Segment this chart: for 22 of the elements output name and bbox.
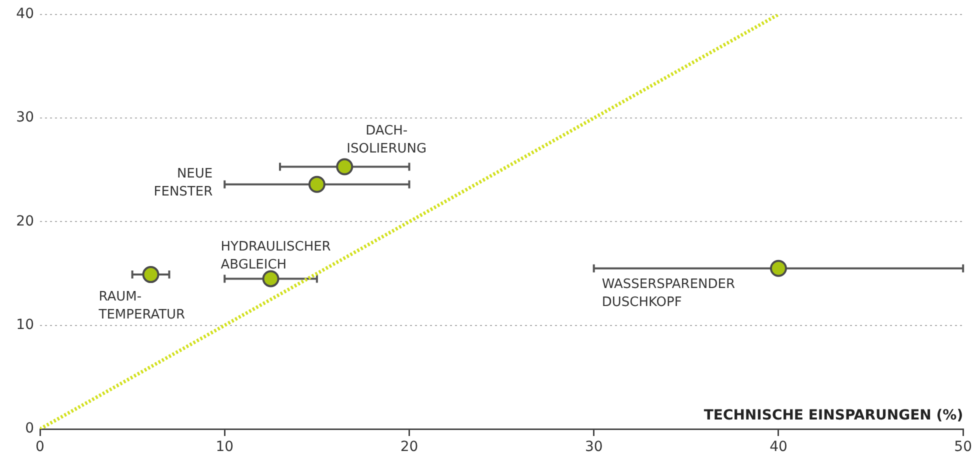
x-tick-label: 10 <box>216 439 234 456</box>
y-tick-label: 40 <box>16 6 34 22</box>
x-tick-label: 30 <box>584 439 603 456</box>
y-tick-label: 10 <box>16 316 34 333</box>
point <box>770 260 787 277</box>
annotation: DACH- ISOLIERUNG <box>346 124 427 157</box>
y-tick-label: 30 <box>16 110 34 126</box>
y-tick-label: 20 <box>16 213 34 230</box>
y-tick-label: 0 <box>25 420 34 437</box>
x-tick-label: 50 <box>954 439 972 456</box>
annotation: NEUE FENSTER <box>154 166 213 200</box>
annotation: HYDRAULISCHER ABGLEICH <box>220 240 331 273</box>
x-tick-label: 20 <box>400 439 418 456</box>
x-tick-label: 40 <box>770 439 788 456</box>
x-axis-title: TECHNISCHE EINSPARUNGEN (%) <box>704 408 964 424</box>
point <box>142 266 160 284</box>
point <box>262 270 280 288</box>
annotation: WASSERSPARENDER DUSCHKOPF <box>602 277 736 310</box>
point <box>308 176 326 193</box>
x-tick-label: 0 <box>36 439 44 456</box>
annotation: RAUM- TEMPERATUR <box>98 289 186 322</box>
point <box>336 158 354 176</box>
